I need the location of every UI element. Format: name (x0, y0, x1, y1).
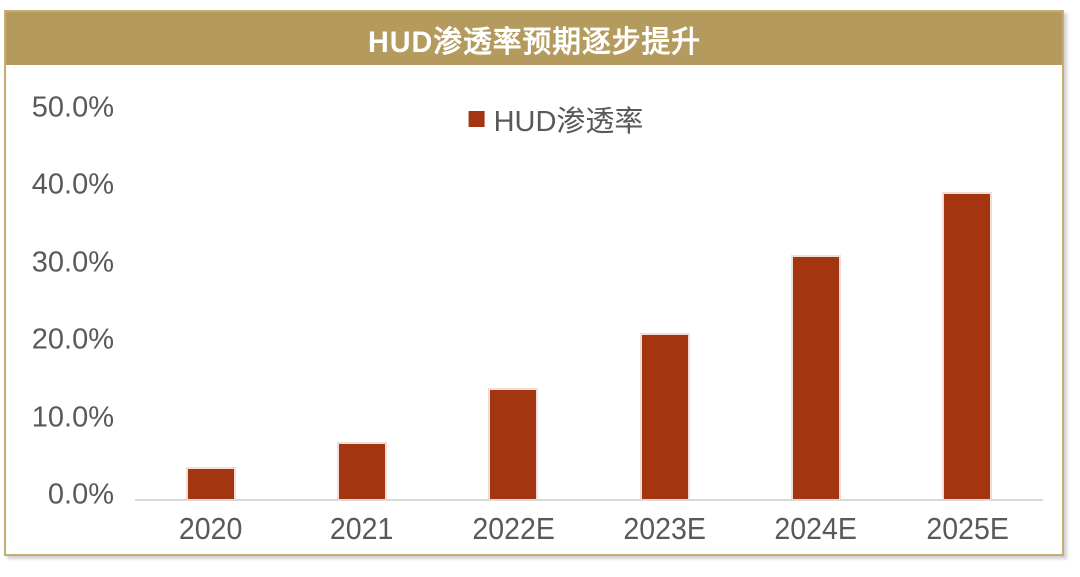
bar-2022E (488, 387, 539, 499)
x-axis-tick-label: 2020 (178, 511, 243, 546)
bar-2025E (942, 191, 993, 499)
x-axis-tick-label: 2022E (472, 511, 555, 546)
bar-slot (135, 112, 286, 499)
chart-title-bar: HUD渗透率预期逐步提升 (6, 12, 1062, 65)
chart-panel: HUD渗透率预期逐步提升 HUD渗透率 0.0% 10.0% 20.0% 30.0% 4… (4, 10, 1064, 556)
bar-slot (740, 112, 891, 499)
bar-2023E (639, 332, 690, 499)
y-axis-tick-label: 40.0% (31, 168, 114, 201)
y-axis: 0.0% 10.0% 20.0% 30.0% 40.0% 50.0% (6, 92, 114, 511)
y-axis-tick-label: 20.0% (31, 323, 114, 356)
legend-series-label: HUD渗透率 (493, 106, 644, 138)
bar-slot (438, 112, 589, 499)
bar-slot (589, 112, 740, 499)
bar-2024E (790, 255, 841, 499)
chart-title: HUD渗透率预期逐步提升 (367, 25, 701, 59)
y-axis-tick-label: 30.0% (31, 246, 114, 279)
bar-2020 (185, 467, 236, 499)
bar-2021 (336, 441, 387, 499)
y-axis-tick-label: 50.0% (31, 91, 114, 124)
y-axis-tick-label: 0.0% (47, 478, 114, 511)
bar-slot (892, 112, 1043, 499)
bar-slot (286, 112, 437, 499)
x-axis-tick-label: 2021 (330, 511, 394, 546)
chart-area: HUD渗透率 0.0% 10.0% 20.0% 30.0% 40.0% 50.0% 202… (6, 65, 1062, 554)
x-axis-tick-label: 2024E (774, 511, 858, 546)
x-axis-tick-label: 2025E (926, 511, 1009, 546)
legend-marker-icon (468, 111, 485, 127)
legend: HUD渗透率 (468, 98, 644, 140)
y-axis-tick-label: 10.0% (31, 401, 114, 434)
x-axis: 2020 2021 2022E 2023E 2024E 2025E (135, 511, 1043, 547)
x-axis-tick-label: 2023E (623, 511, 706, 546)
plot-area (135, 112, 1043, 501)
